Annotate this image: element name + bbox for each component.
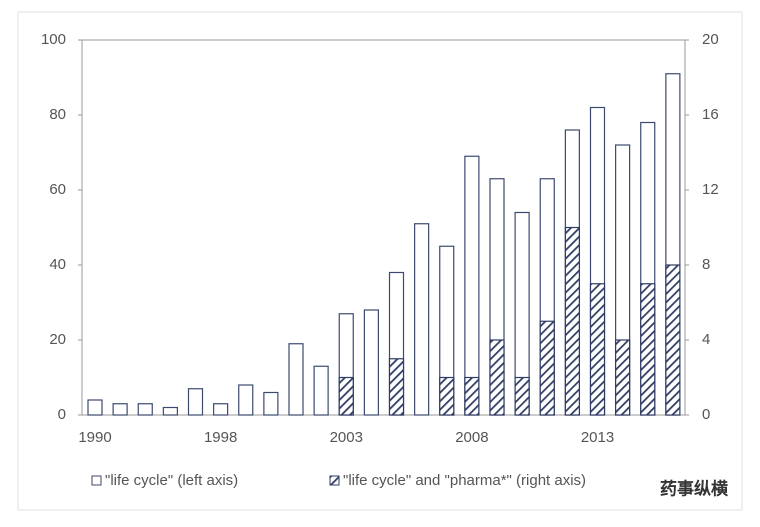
y2-tick-label: 4 (702, 331, 710, 348)
bar (187, 388, 204, 416)
hatched-bar (514, 376, 530, 416)
bar (363, 309, 379, 416)
x-tick-label: 1998 (204, 429, 237, 446)
y-tick-label: 0 (58, 406, 66, 423)
y2-tick-label: 20 (702, 31, 719, 48)
hatched-bar (489, 339, 505, 416)
plot-area (81, 39, 686, 416)
y2-tick-label: 16 (702, 106, 719, 123)
bar (263, 391, 279, 416)
bar (213, 403, 229, 416)
y2-tick-label: 12 (702, 181, 719, 198)
hatched-bar (388, 358, 405, 416)
y2-tick-label: 0 (702, 406, 710, 423)
x-tick-label: 2008 (455, 429, 488, 446)
bar (414, 223, 430, 416)
x-tick-label: 1990 (78, 429, 111, 446)
y-tick-label: 40 (49, 256, 66, 273)
y-tick-label: 100 (41, 31, 66, 48)
bar (288, 343, 304, 416)
hatched-bar (464, 376, 480, 416)
hatched-bar (640, 283, 656, 416)
bar (87, 399, 103, 416)
hatched-bar (665, 264, 681, 416)
hatched-bar (615, 339, 631, 416)
bar (112, 403, 128, 416)
y-tick-label: 20 (49, 331, 66, 348)
y2-tick-label: 8 (702, 256, 710, 273)
watermark: 药事纵横 (660, 478, 728, 498)
hatched-bar (338, 376, 354, 416)
hatched-bar (564, 226, 580, 416)
bar (313, 365, 329, 416)
frame (17, 11, 743, 511)
hatched-bar (439, 376, 455, 416)
bar (162, 406, 178, 416)
legend-label: "life cycle" (left axis) (105, 472, 238, 489)
x-tick-label: 2013 (581, 429, 614, 446)
x-tick-label: 2003 (330, 429, 363, 446)
legend-label: "life cycle" and "pharma*" (right axis) (343, 472, 586, 489)
bar (137, 403, 153, 416)
y-tick-label: 60 (49, 181, 66, 198)
y-tick-label: 80 (49, 106, 66, 123)
bar (238, 384, 254, 416)
hatched-bar (589, 283, 606, 416)
bar (464, 155, 480, 416)
legend-swatch (329, 475, 340, 486)
legend-swatch (91, 475, 102, 486)
hatched-bar (539, 320, 555, 416)
